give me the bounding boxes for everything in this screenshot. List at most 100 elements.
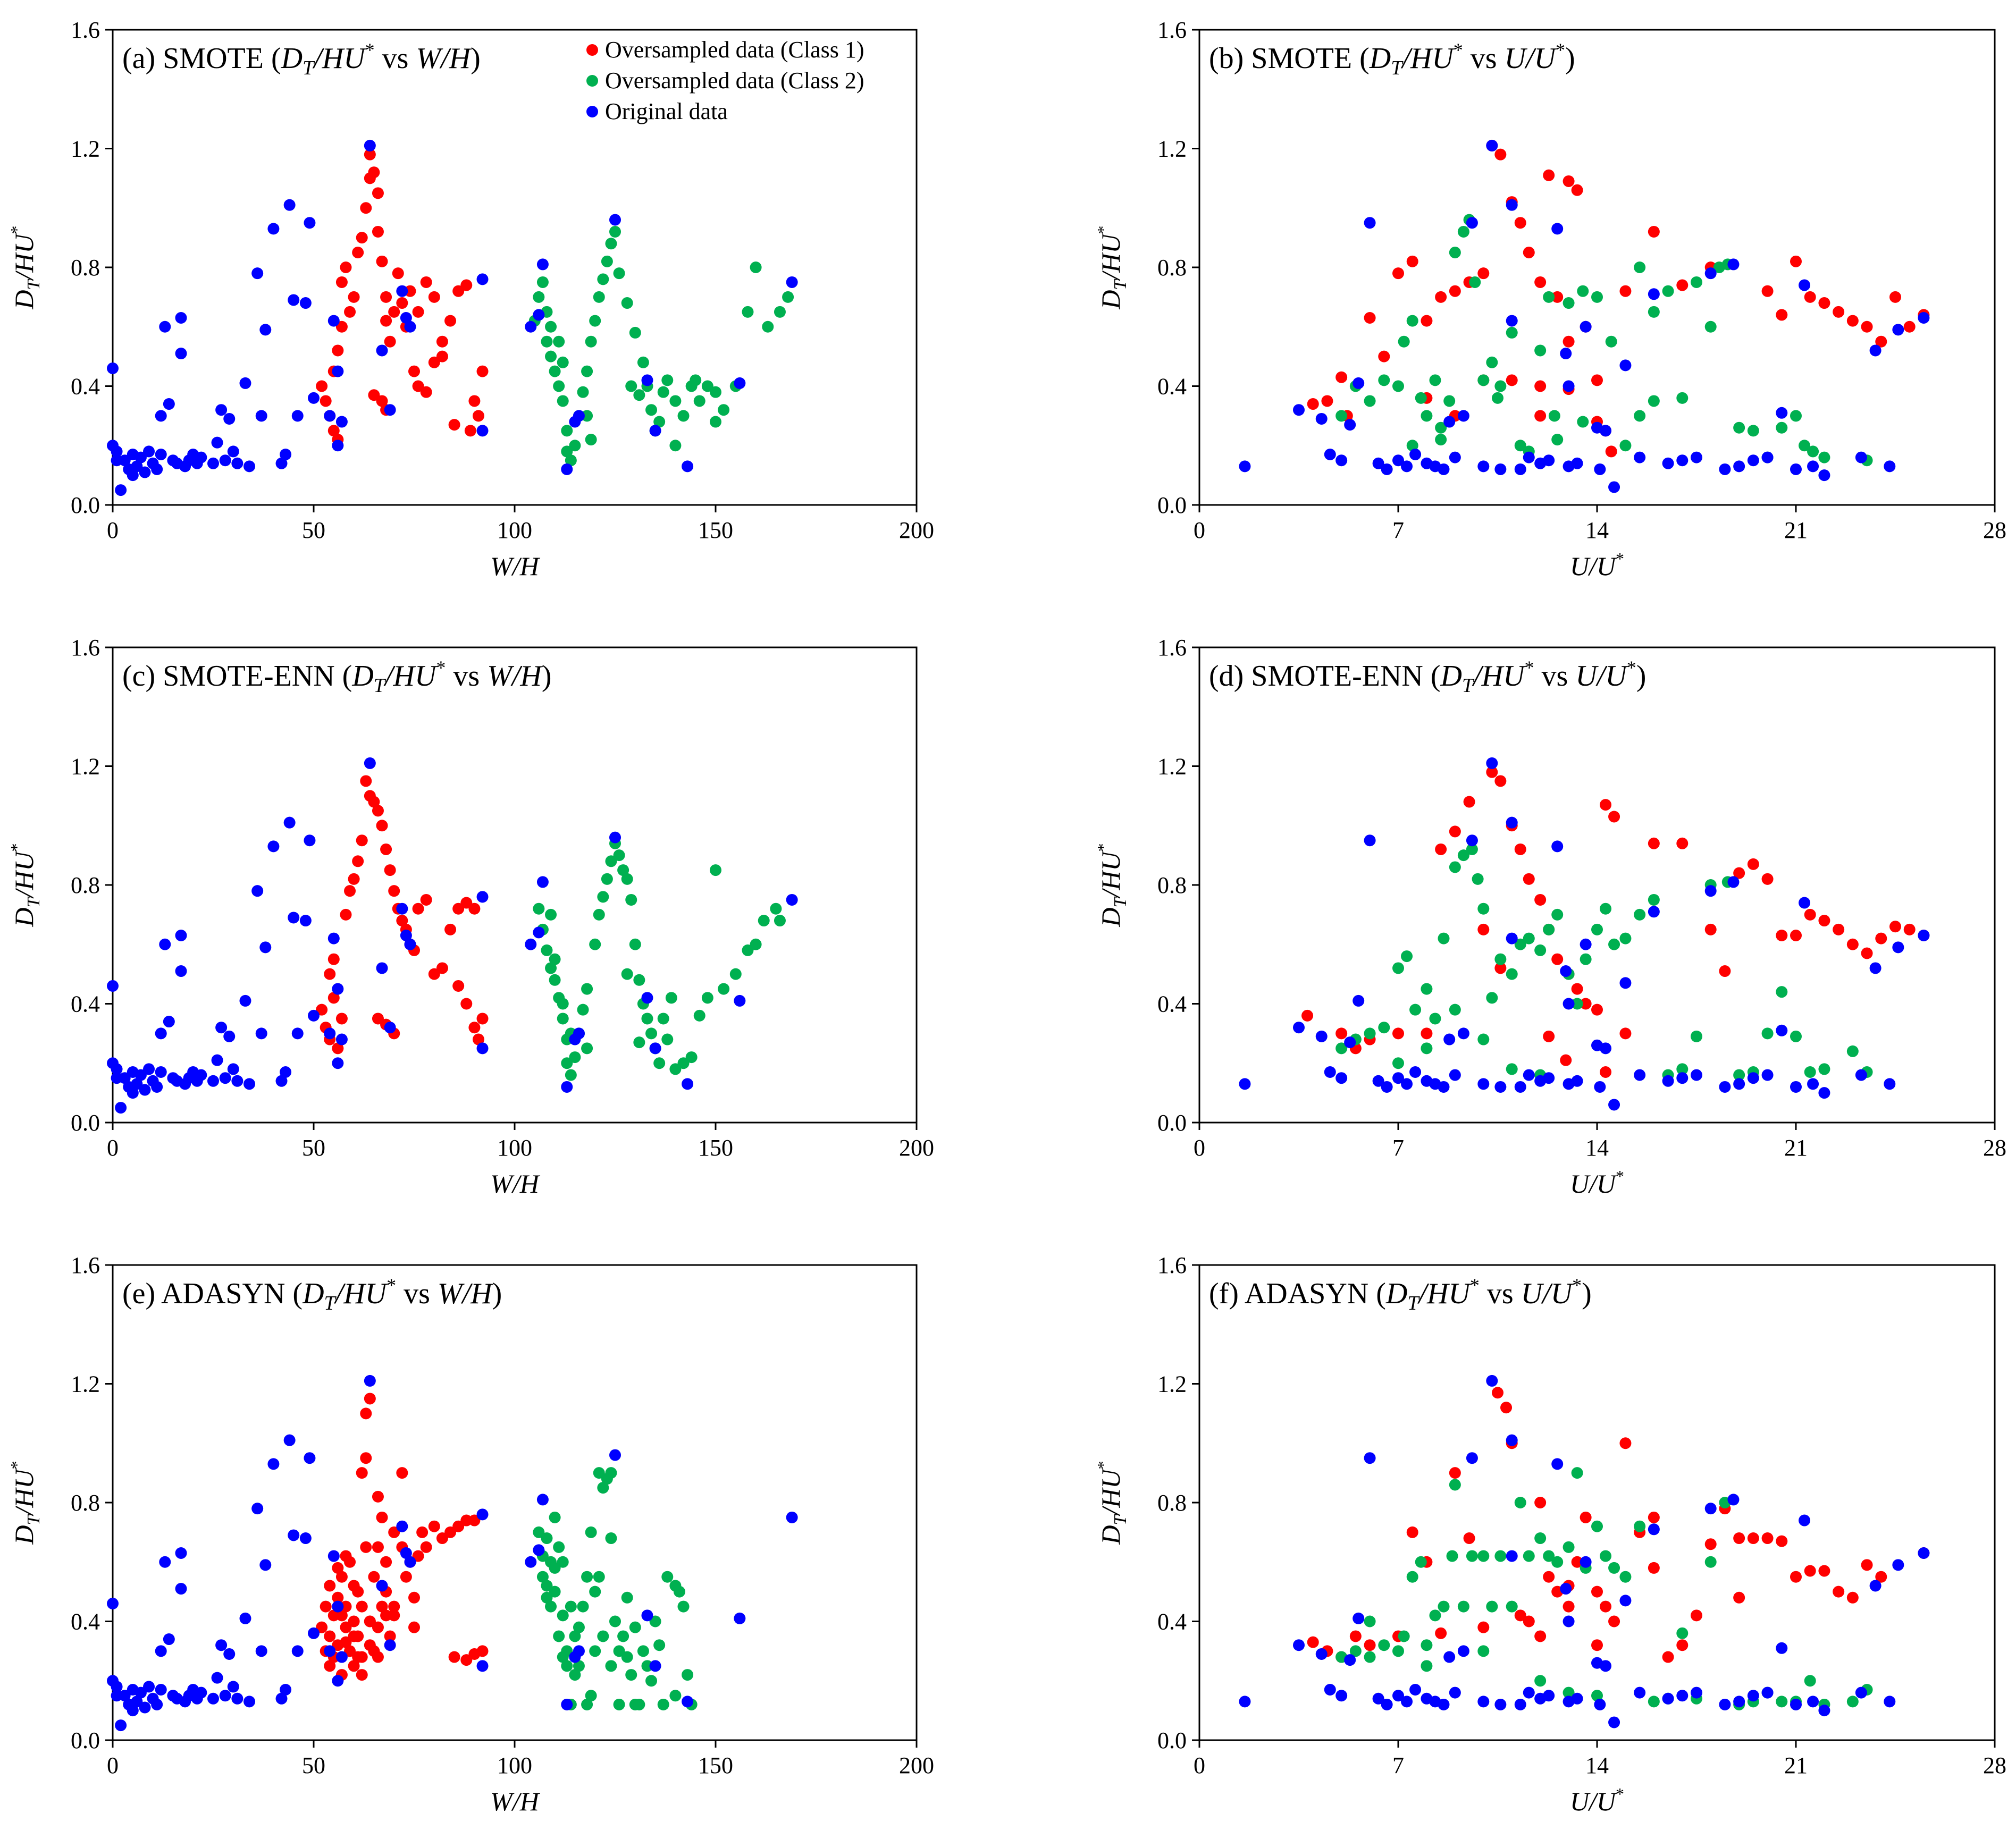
- data-point-class1: [1364, 1639, 1376, 1651]
- data-point-original: [396, 1520, 408, 1532]
- data-point-class2: [673, 1586, 685, 1598]
- data-point-class2: [1846, 1045, 1859, 1057]
- data-point-class2: [1676, 1627, 1689, 1639]
- data-point-class1: [352, 1651, 364, 1663]
- data-point-class2: [1580, 953, 1592, 965]
- data-point-class2: [589, 315, 601, 327]
- data-point-class2: [1449, 1479, 1461, 1491]
- data-point-class1: [376, 1600, 388, 1613]
- data-point-original: [376, 1580, 388, 1592]
- data-point-class2: [601, 255, 613, 267]
- data-point-original: [400, 929, 412, 941]
- data-point-class2: [1543, 1550, 1555, 1562]
- data-point-class2: [609, 225, 621, 238]
- y-tick-label: 1.2: [71, 1371, 100, 1397]
- data-point-original: [1918, 1547, 1930, 1559]
- x-axis-label: W/H: [490, 1169, 541, 1199]
- data-point-class1: [1676, 1639, 1689, 1651]
- data-point-class2: [762, 321, 774, 333]
- data-point-original: [1619, 977, 1632, 989]
- data-point-class1: [460, 897, 473, 909]
- data-point-class2: [669, 395, 682, 407]
- data-point-original: [324, 1645, 336, 1657]
- panel-title: (e) ADASYN (DT/HU* vs W/H): [122, 1275, 502, 1314]
- data-point-original: [1551, 223, 1564, 235]
- data-point-original: [1662, 457, 1674, 469]
- y-axis-label: DT/HU*: [7, 843, 44, 927]
- data-point-class1: [1875, 335, 1887, 348]
- data-point-original: [404, 321, 416, 333]
- data-point-class2: [1477, 1033, 1490, 1045]
- data-point-class1: [1392, 1027, 1404, 1040]
- data-point-class2: [617, 864, 629, 876]
- data-point-class2: [621, 873, 633, 885]
- data-point-original: [175, 1547, 187, 1559]
- data-point-class2: [1551, 434, 1564, 446]
- data-point-original: [1892, 1559, 1904, 1571]
- data-point-class2: [1364, 1027, 1376, 1040]
- data-point-original: [1344, 419, 1356, 431]
- x-tick-label: 7: [1392, 1135, 1404, 1161]
- data-point-class2: [557, 1556, 569, 1568]
- x-tick-label: 14: [1585, 1135, 1609, 1161]
- data-point-original: [207, 457, 219, 469]
- y-tick-label: 1.6: [71, 17, 100, 43]
- data-point-original: [1563, 380, 1575, 392]
- data-point-original: [1704, 1503, 1717, 1515]
- data-point-class1: [1761, 873, 1774, 885]
- data-point-class1: [1747, 858, 1759, 870]
- data-point-original: [127, 1087, 139, 1099]
- data-point-class2: [701, 380, 713, 392]
- data-point-class1: [1477, 1621, 1490, 1633]
- data-point-original: [1619, 1595, 1632, 1607]
- data-point-class2: [1543, 923, 1555, 935]
- data-point-class2: [557, 1013, 569, 1025]
- data-point-class1: [1719, 965, 1731, 977]
- data-point-class1: [460, 1514, 473, 1527]
- data-point-class1: [1492, 1387, 1503, 1399]
- data-point-class2: [1349, 1645, 1362, 1657]
- data-point-original: [115, 1719, 127, 1732]
- data-point-class2: [1494, 953, 1507, 965]
- data-point-original: [1523, 1686, 1535, 1699]
- data-point-original: [1372, 1692, 1384, 1705]
- data-point-class1: [335, 276, 348, 288]
- data-point-class1: [380, 1609, 392, 1622]
- data-point-class2: [605, 238, 617, 250]
- data-point-original: [525, 1556, 537, 1568]
- data-point-original: [1918, 311, 1930, 324]
- data-point-original: [786, 1511, 798, 1523]
- data-point-original: [195, 451, 207, 463]
- legend-marker: [586, 44, 598, 56]
- data-point-class1: [1676, 279, 1689, 291]
- data-point-class1: [360, 1541, 372, 1553]
- data-point-class1: [372, 805, 384, 817]
- data-point-class2: [597, 1630, 609, 1642]
- data-point-original: [1799, 279, 1811, 291]
- data-point-original: [239, 994, 251, 1007]
- data-point-original: [127, 1705, 139, 1717]
- data-point-class2: [1790, 410, 1802, 422]
- data-point-class1: [327, 992, 340, 1004]
- data-point-class2: [1364, 1615, 1376, 1627]
- data-point-class1: [384, 864, 396, 876]
- data-point-class2: [1634, 262, 1646, 273]
- data-point-class2: [653, 1057, 666, 1069]
- data-point-original: [1494, 1698, 1507, 1710]
- data-point-class1: [335, 1571, 348, 1583]
- data-point-original: [1506, 1434, 1518, 1446]
- data-point-class2: [1514, 938, 1526, 950]
- data-point-class2: [710, 864, 721, 876]
- data-point-original: [1239, 1696, 1251, 1708]
- data-point-original: [525, 321, 537, 333]
- data-point-original: [1648, 906, 1660, 918]
- data-point-original: [1438, 463, 1450, 475]
- data-point-original: [107, 362, 119, 374]
- data-point-original: [1691, 1069, 1702, 1081]
- data-point-original: [163, 1016, 175, 1028]
- data-point-class1: [332, 1591, 344, 1604]
- data-point-original: [649, 1042, 661, 1055]
- data-point-class2: [1605, 335, 1617, 348]
- data-point-original: [1799, 897, 1811, 909]
- data-point-class2: [1676, 1063, 1689, 1075]
